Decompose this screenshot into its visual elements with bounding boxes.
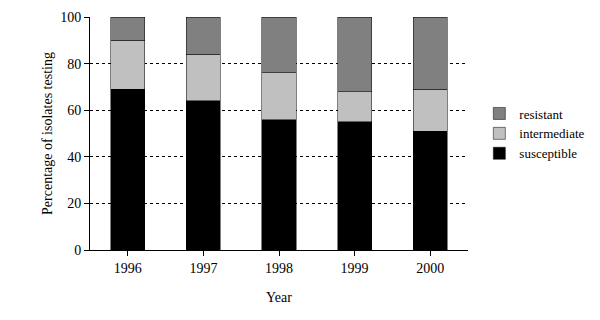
svg-text:1999: 1999 <box>341 261 369 276</box>
svg-text:resistant: resistant <box>519 107 563 122</box>
svg-text:susceptible: susceptible <box>519 146 577 161</box>
svg-text:100: 100 <box>60 10 81 25</box>
svg-text:intermediate: intermediate <box>519 126 584 141</box>
svg-text:Percentage of isolates testing: Percentage of isolates testing <box>40 52 55 215</box>
svg-text:20: 20 <box>67 196 81 211</box>
svg-text:1997: 1997 <box>189 261 217 276</box>
svg-text:0: 0 <box>74 243 81 258</box>
svg-text:1998: 1998 <box>265 261 293 276</box>
svg-text:40: 40 <box>67 150 81 165</box>
svg-text:80: 80 <box>67 57 81 72</box>
svg-text:1996: 1996 <box>114 261 142 276</box>
svg-text:Year: Year <box>266 290 292 305</box>
svg-text:2000: 2000 <box>416 261 444 276</box>
svg-text:60: 60 <box>67 103 81 118</box>
